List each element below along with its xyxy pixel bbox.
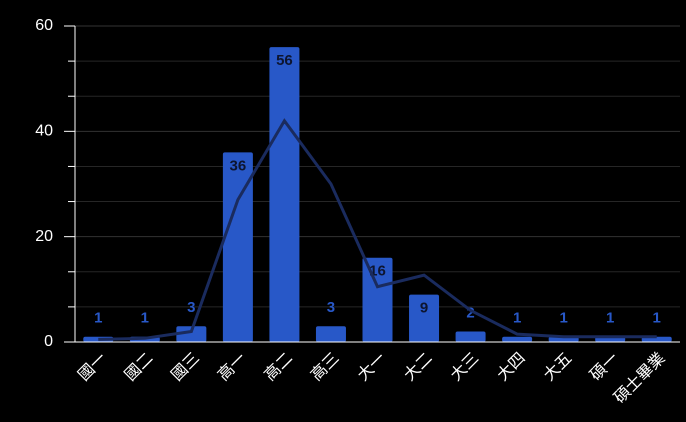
bar [409,294,440,342]
bar [315,326,346,342]
bar [176,326,207,342]
data-label: 36 [230,157,247,174]
data-label: 1 [559,310,567,327]
data-label: 1 [513,310,521,327]
bar [269,47,300,343]
data-label: 3 [187,299,195,316]
data-label: 1 [141,310,149,327]
y-tick-label: 20 [35,228,53,245]
data-label: 1 [653,310,661,327]
bar [502,336,533,342]
data-label: 3 [327,299,335,316]
line [98,118,657,341]
bar [222,152,253,342]
data-label: 2 [466,304,474,321]
data-label: 9 [420,300,428,317]
y-tick-label: 0 [44,333,53,350]
data-label: 1 [606,310,614,327]
data-label: 1 [94,310,102,327]
data-label: 56 [276,52,293,69]
y-tick-label: 60 [35,17,53,34]
bar [362,257,393,342]
bar [455,331,486,342]
y-tick-label: 40 [35,123,53,140]
